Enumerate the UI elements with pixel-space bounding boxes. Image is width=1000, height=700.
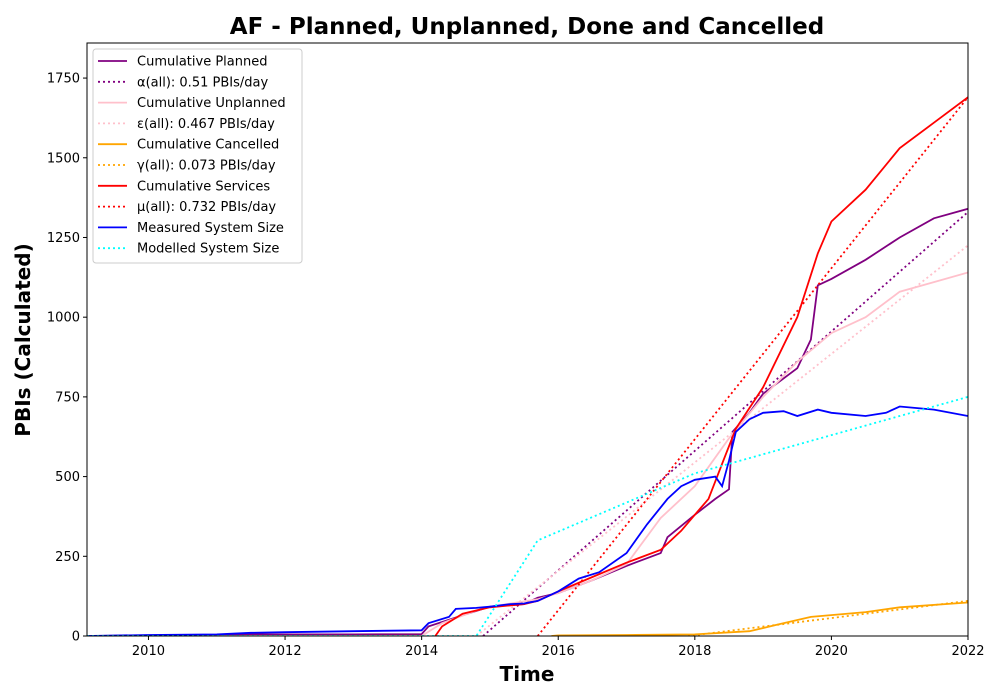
x-tick-label: 2018 [678,644,711,659]
y-tick-label: 250 [55,550,80,565]
series-line-2-cumulative-unplanned [87,271,968,636]
y-tick-label: 750 [55,390,80,405]
y-axis-label: PBIs (Calculated) [11,243,35,436]
x-tick-label: 2010 [132,644,165,659]
x-tick-label: 2016 [542,644,575,659]
series-line-4-cumulative-cancelled [551,601,968,636]
y-tick-label: 1000 [47,311,80,326]
y-tick-label: 500 [55,470,80,485]
legend-label: ε(all): 0.467 PBIs/day [137,117,275,132]
series-line-3-all-0-467-pbis-day [475,244,968,636]
y-axis: 0 250 500 750 1000 1250 1500 1750 [47,72,87,645]
plot-frame [86,42,969,637]
x-tick-label: 2012 [269,644,302,659]
legend-label: γ(all): 0.073 PBIs/day [137,159,276,174]
legend-label: μ(all): 0.732 PBIs/day [137,200,276,215]
y-tick-label: 0 [72,630,80,645]
x-tick-label: 2022 [951,644,984,659]
legend-label: Cumulative Planned [137,55,267,70]
series-line-5-all-0-073-pbis-day [687,600,968,636]
legend-label: α(all): 0.51 PBIs/day [137,75,268,90]
series-line-8-measured-system-size [87,405,968,636]
y-tick-label: 1500 [47,151,80,166]
legend-label: Cumulative Services [137,179,270,194]
series-line-0-cumulative-planned [87,207,968,636]
series-layer [87,96,968,636]
series-line-7-all-0-732-pbis-day [536,96,968,636]
x-tick-label: 2020 [815,644,848,659]
legend-label: Modelled System Size [137,242,279,257]
y-tick-label: 1750 [47,72,80,87]
chart-title: AF - Planned, Unplanned, Done and Cancel… [230,14,824,40]
legend-box [92,48,303,264]
x-tick-label: 2014 [405,644,438,659]
legend-label: Measured System Size [137,221,284,236]
x-axis-label: Time [500,662,555,686]
series-line-6-cumulative-services [434,96,968,636]
legend-label: Cumulative Unplanned [137,96,286,111]
y-tick-label: 1250 [47,231,80,246]
legend: Cumulative Planned α(all): 0.51 PBIs/day C… [92,48,303,264]
x-axis: 2010 2012 2014 2016 2018 2020 2022 [132,636,985,659]
series-line-1-all-0-51-pbis-day [482,211,968,636]
legend-label: Cumulative Cancelled [137,138,279,153]
